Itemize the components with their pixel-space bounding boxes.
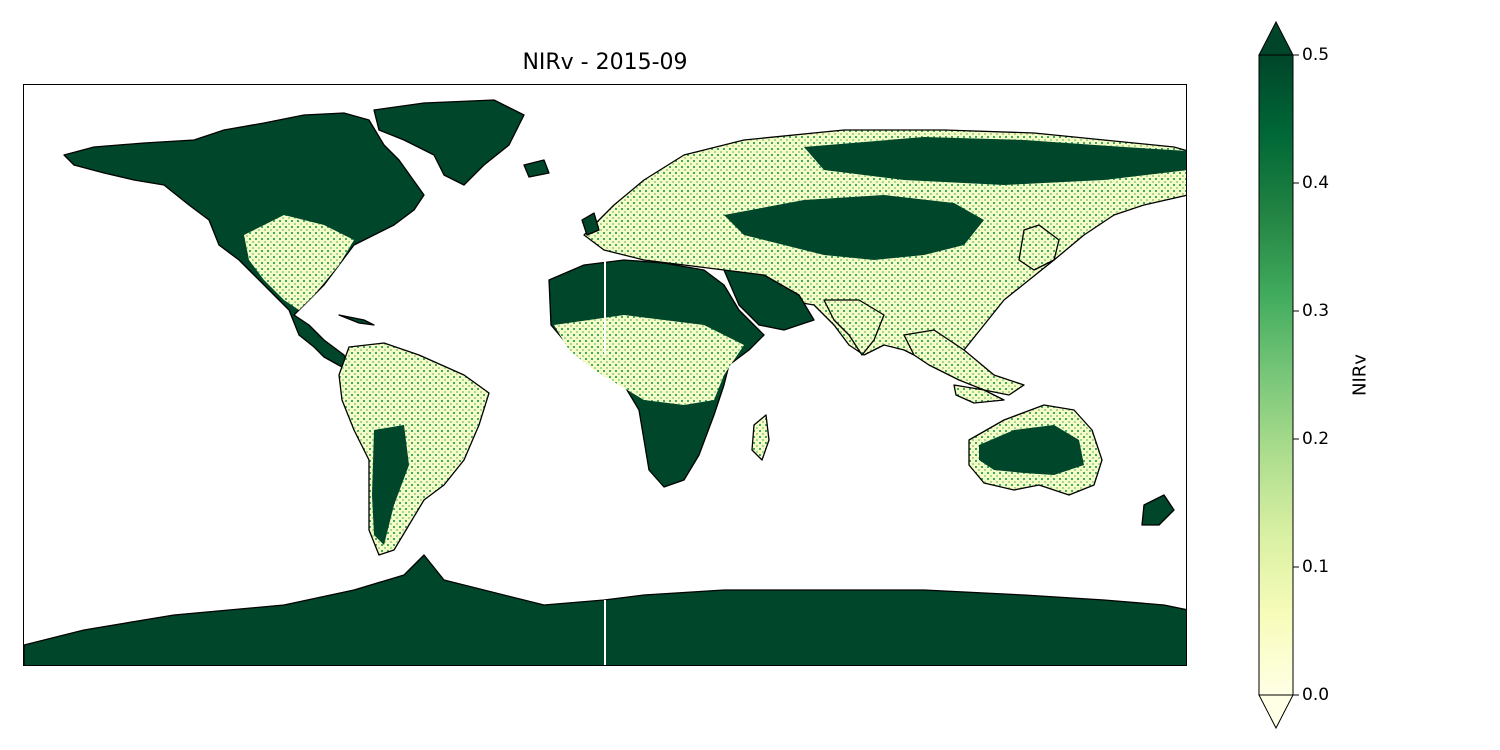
north-america-region — [63, 112, 425, 376]
greenland-region — [373, 99, 525, 186]
colorbar-tick-label: 0.4 — [1302, 173, 1330, 193]
colorbar-graphic — [1258, 20, 1299, 730]
south-america-forest-strip — [372, 425, 409, 545]
caribbean-islands — [338, 314, 375, 326]
colorbar-extend-max — [1258, 20, 1294, 56]
map-title: NIRv - 2015-09 — [522, 50, 688, 75]
indonesia-islands — [953, 384, 1005, 404]
map-panel[interactable] — [23, 84, 1187, 666]
colorbar-label: NIRv — [1349, 354, 1371, 396]
japan-region — [1018, 224, 1060, 271]
siberia-north-region — [804, 137, 1186, 185]
southeast-asia-region — [903, 329, 1025, 396]
iceland-island — [523, 159, 550, 178]
colorbar-tick-label: 0.2 — [1302, 429, 1330, 449]
south-america-region — [338, 342, 490, 556]
arabia-region — [723, 269, 815, 331]
world-map — [24, 99, 1186, 665]
colorbar-tick-label: 0.0 — [1302, 685, 1330, 705]
australia-interior-dry — [979, 425, 1084, 475]
colorbar-extend-min — [1258, 694, 1294, 730]
central-asia-dry-region — [724, 195, 984, 260]
colorbar — [1250, 20, 1490, 730]
colorbar-tick-label: 0.5 — [1302, 45, 1330, 65]
new-zealand-region — [1141, 494, 1175, 526]
sahel-savanna-band — [554, 315, 744, 405]
colorbar-tick-label: 0.3 — [1302, 301, 1330, 321]
north-america-dry-region — [244, 215, 354, 310]
uk-islands — [581, 212, 600, 236]
madagascar-region — [751, 414, 770, 461]
colorbar-tick-label: 0.1 — [1302, 557, 1330, 577]
india-region — [823, 299, 885, 356]
colorbar-gradient — [1258, 54, 1294, 696]
